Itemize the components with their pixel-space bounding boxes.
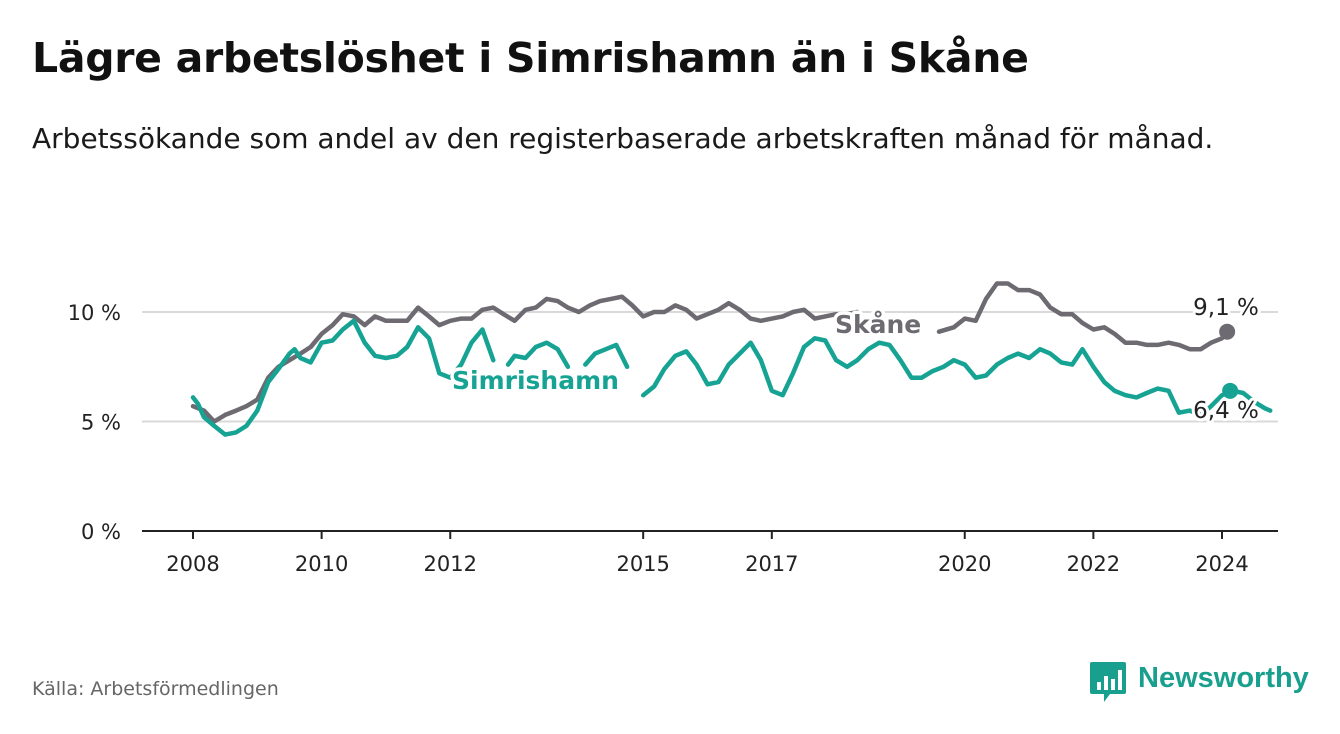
x-tick-label: 2010: [295, 552, 348, 576]
x-tick-label: 2008: [166, 552, 219, 576]
simrishamn-end-marker: [1222, 382, 1239, 399]
skane-end-value-label: 9,1 %: [1193, 295, 1259, 321]
x-axis: 2008 2010 2012 2015 2017 2020 2022 2024: [142, 530, 1278, 576]
y-axis-ticks: 0 % 5 % 10 %: [68, 301, 121, 544]
simrishamn-series-label: Simrishamn: [452, 366, 619, 395]
x-tick-label: 2017: [745, 552, 798, 576]
y-tick-label: 5 %: [81, 411, 121, 435]
chart-title: Lägre arbetslöshet i Simrishamn än i Skå…: [32, 34, 1029, 82]
skane-series-label: Skåne: [835, 310, 921, 339]
skane-series-line: [190, 281, 1230, 424]
series-lines: [190, 281, 1273, 437]
x-tick-label: 2015: [616, 552, 669, 576]
chart-subtitle: Arbetssökande som andel av den registerb…: [32, 122, 1214, 155]
skane-end-marker: [1219, 323, 1236, 340]
bar-chart-logo-icon: [1090, 662, 1126, 702]
series-labels: Skåne Simrishamn 9,1 % 6,4 %: [449, 292, 1262, 427]
x-tick-label: 2012: [424, 552, 477, 576]
brand-name: Newsworthy: [1138, 662, 1309, 694]
x-tick-label: 2020: [938, 552, 991, 576]
y-tick-label: 10 %: [68, 301, 121, 325]
simrishamn-series-line: [190, 318, 1273, 437]
y-tick-label: 0 %: [81, 520, 121, 544]
x-tick-label: 2024: [1195, 552, 1248, 576]
simrishamn-end-value-label: 6,4 %: [1193, 398, 1259, 424]
source-note: Källa: Arbetsförmedlingen: [32, 678, 279, 700]
x-tick-label: 2022: [1067, 552, 1120, 576]
